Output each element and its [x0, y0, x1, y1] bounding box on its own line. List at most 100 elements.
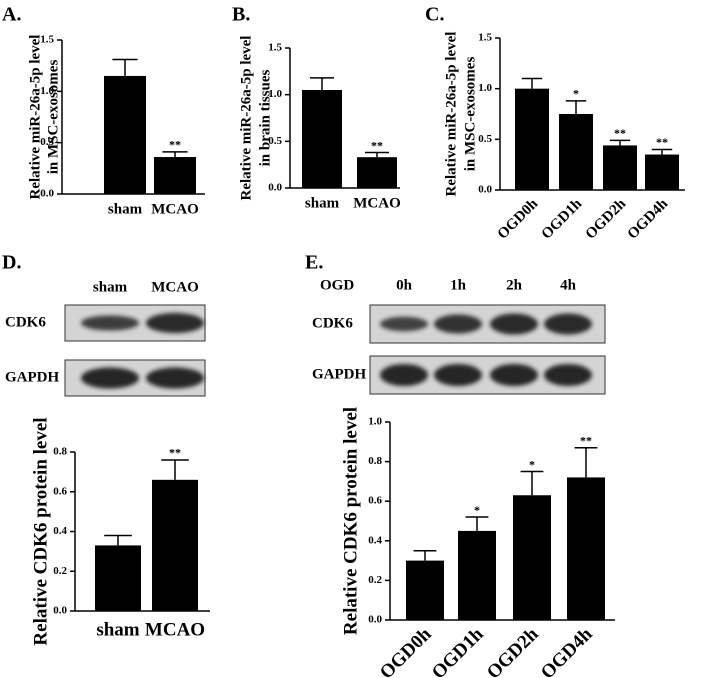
- error-bar: [565, 100, 587, 114]
- significance-label: **: [169, 446, 181, 460]
- bar: [152, 479, 198, 611]
- y-axis-label: Relative miR-26a-5p level: [238, 36, 254, 201]
- panel-label: B.: [232, 4, 250, 26]
- blot-lane-label: MCAO: [151, 279, 199, 295]
- significance-label: *: [573, 87, 579, 101]
- bar: [154, 157, 196, 194]
- blot-lane-label: 0h: [396, 277, 413, 293]
- panel-label: A.: [2, 4, 21, 26]
- blot-band: [380, 363, 428, 387]
- blot-lane-label: 2h: [506, 277, 523, 293]
- error-bar: [161, 459, 189, 480]
- bar: [357, 157, 397, 188]
- y-tick-label: 0.2: [368, 574, 382, 586]
- error-bar: [609, 139, 631, 146]
- y-tick-label: 0.6: [368, 495, 382, 507]
- blot-band: [434, 363, 482, 387]
- y-tick-label: 1.5: [40, 34, 54, 46]
- y-tick-label: 0.8: [368, 455, 382, 467]
- blot-band: [490, 363, 538, 387]
- y-tick-label: 0.5: [478, 133, 492, 145]
- x-tick-label: OGD2h: [483, 623, 543, 678]
- y-tick-label: 0.5: [40, 136, 54, 148]
- x-tick-label: OGD0h: [376, 623, 436, 678]
- x-tick-label: OGD1h: [428, 623, 488, 678]
- x-tick-label: sham: [96, 619, 139, 640]
- blot-band: [380, 316, 428, 332]
- y-tick-label: 0.0: [53, 605, 67, 617]
- y-tick-label: 1.5: [478, 32, 492, 44]
- blot-row-label: CDK6: [312, 315, 353, 331]
- y-axis-label: in MSC-exosomes: [462, 57, 478, 172]
- bar: [515, 88, 549, 190]
- bar: [603, 145, 637, 190]
- y-tick-label: 0.6: [53, 485, 67, 497]
- significance-label: **: [656, 135, 668, 149]
- blot-band: [490, 313, 538, 335]
- bar: [95, 545, 141, 611]
- x-tick-label: OGD4h: [537, 623, 597, 678]
- significance-label: **: [614, 126, 626, 140]
- error-bar: [651, 148, 673, 155]
- bar: [513, 495, 551, 620]
- error-bar: [465, 516, 489, 531]
- error-bar: [112, 58, 138, 76]
- y-axis-label: Relative miR-26a-5p level: [443, 32, 459, 197]
- y-tick-label: 0.0: [268, 182, 282, 194]
- significance-label: *: [529, 457, 535, 471]
- blot-band: [81, 367, 139, 389]
- y-tick-label: 0.0: [368, 614, 382, 626]
- bar: [567, 477, 605, 620]
- blot-lane-label: 1h: [450, 277, 467, 293]
- blot-band: [81, 315, 139, 331]
- bar: [559, 114, 593, 190]
- error-bar: [413, 549, 437, 561]
- error-bar: [310, 77, 334, 90]
- blot-row-label: CDK6: [5, 314, 46, 330]
- y-tick-label: 1.0: [40, 85, 54, 97]
- y-axis-label: Relative miR-26a-5p level: [27, 35, 43, 200]
- y-tick-label: 1.0: [268, 88, 282, 100]
- y-tick-label: 0.2: [53, 565, 67, 577]
- blot-row-label: GAPDH: [5, 369, 59, 385]
- error-bar: [574, 446, 598, 478]
- y-tick-label: 0.0: [478, 184, 492, 196]
- y-tick-label: 1.5: [268, 42, 282, 54]
- x-tick-label: MCAO: [353, 195, 401, 211]
- bar: [104, 75, 146, 194]
- bar: [302, 90, 342, 188]
- bar: [645, 154, 679, 190]
- y-tick-label: 1.0: [368, 416, 382, 428]
- error-bar: [365, 151, 389, 158]
- panel-label: E.: [305, 252, 323, 274]
- blot-lane-label: sham: [93, 279, 128, 295]
- y-tick-label: 0.0: [40, 188, 54, 200]
- x-tick-label: MCAO: [145, 619, 205, 640]
- blot-row-label: GAPDH: [312, 366, 366, 382]
- significance-label: *: [474, 503, 480, 517]
- x-tick-label: OGD4h: [625, 195, 672, 242]
- blot-band: [544, 313, 592, 335]
- x-tick-label: MCAO: [151, 201, 199, 217]
- error-bar: [162, 151, 188, 158]
- panel-label: C.: [425, 4, 444, 26]
- x-tick-label: OGD1h: [539, 195, 586, 242]
- blot-header: OGD: [320, 277, 354, 293]
- bar: [458, 530, 496, 620]
- significance-label: **: [169, 138, 181, 152]
- error-bar: [520, 470, 544, 496]
- blot-lane-label: 4h: [560, 277, 577, 293]
- y-axis-label: Relative CDK6 protein level: [30, 417, 51, 645]
- significance-label: **: [580, 433, 592, 447]
- x-tick-label: OGD0h: [495, 195, 542, 242]
- error-bar: [521, 77, 543, 89]
- panel-label: D.: [2, 252, 21, 274]
- y-tick-label: 0.4: [368, 534, 382, 546]
- y-tick-label: 0.4: [53, 525, 67, 537]
- blot-band: [146, 367, 204, 389]
- error-bar: [104, 534, 132, 546]
- significance-label: **: [371, 138, 383, 152]
- y-axis-label: in MSC-exosomes: [45, 60, 61, 175]
- y-tick-label: 0.8: [53, 446, 67, 458]
